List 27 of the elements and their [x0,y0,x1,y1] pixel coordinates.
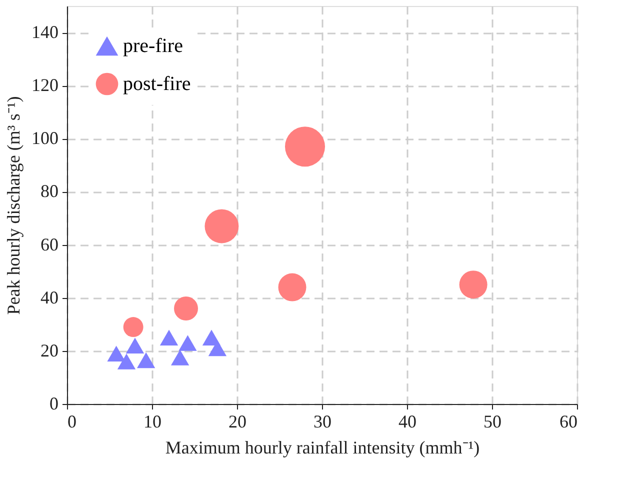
y-tick-label: 60 [40,234,58,254]
y-tick-label: 140 [32,22,58,42]
y-tick-label: 40 [40,287,58,308]
y-tick-label: 100 [32,128,58,148]
legend-label: pre-fire [123,35,184,57]
x-tick-label: 50 [484,412,502,432]
y-tick-label: 120 [32,75,58,96]
point [160,330,178,346]
point [107,346,126,362]
point [208,340,227,356]
x-axis-title: Maximum hourly rainfall intensity (mmh⁻¹) [165,438,480,458]
y-tick-label: 80 [40,181,58,202]
x-tick-label: 20 [228,412,246,432]
point [126,338,144,354]
point [178,335,197,351]
legend-label: post-fire [123,73,191,95]
x-tick-label: 60 [560,412,578,432]
x-tick-label: 40 [398,412,416,432]
x-tick-label: 0 [68,412,76,432]
y-tick-label: 20 [40,340,58,360]
x-tick-label: 30 [314,412,332,432]
point [136,352,156,368]
point [170,350,190,366]
y-axis-title: Peak hourly discharge (m³ s⁻¹) [4,96,24,315]
y-tick-label: 0 [50,394,58,414]
point [117,354,136,370]
x-tick-label: 10 [144,412,162,432]
